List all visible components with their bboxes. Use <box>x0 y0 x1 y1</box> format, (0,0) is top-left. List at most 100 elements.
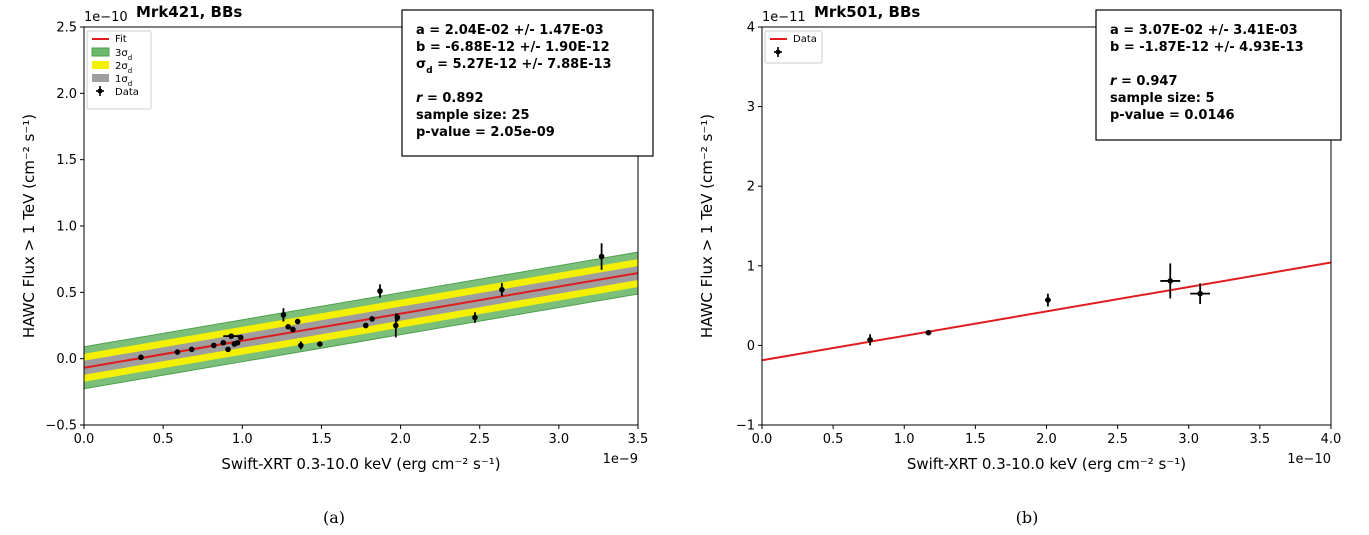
point-marker <box>377 288 383 294</box>
point-marker <box>234 339 241 346</box>
x-axis-label: Swift-XRT 0.3-10.0 keV (erg cm⁻² s⁻¹) <box>221 455 500 473</box>
data-point <box>394 313 401 322</box>
point-marker <box>1045 297 1051 303</box>
point-marker <box>499 286 505 293</box>
y-tick-label: 3 <box>747 100 755 115</box>
point-marker <box>220 339 227 346</box>
x-tick-label: 2.5 <box>1107 432 1128 447</box>
point-marker <box>225 346 231 353</box>
x-tick-label: 4.0 <box>1321 432 1342 447</box>
point-marker <box>188 346 195 353</box>
data-point <box>280 308 287 322</box>
fit-line <box>84 272 638 369</box>
point-marker <box>1167 278 1174 284</box>
point-marker <box>290 326 296 333</box>
stats-line: b = -6.88E-12 +/- 1.90E-12 <box>416 40 610 55</box>
data-point <box>237 334 244 341</box>
y-tick-label: 0.5 <box>56 286 77 301</box>
stats-line: sample size: 5 <box>1110 91 1215 106</box>
chart-title: Mrk501, BBs <box>814 3 920 21</box>
stats-line: sample size: 25 <box>416 108 530 123</box>
x-tick-label: 1.5 <box>311 432 332 447</box>
point-marker <box>298 342 304 349</box>
figure-caption: (a) <box>323 508 345 527</box>
legend-band-swatch <box>92 61 109 69</box>
y-axis-label: HAWC Flux > 1 TeV (cm⁻² s⁻¹) <box>20 114 38 338</box>
legend-band-label: 3σd <box>115 48 132 62</box>
data-point <box>223 333 240 339</box>
x-tick-label: 1.0 <box>894 432 915 447</box>
legend-band-label: 2σd <box>115 61 132 75</box>
stats-line: a = 2.04E-02 +/- 1.47E-03 <box>416 23 604 38</box>
point-marker <box>362 322 369 329</box>
stats-line: a = 3.07E-02 +/- 3.41E-03 <box>1110 23 1298 38</box>
fit-line <box>762 261 1331 362</box>
stats-box <box>401 9 654 157</box>
point-marker <box>598 253 605 260</box>
point-marker <box>174 349 181 355</box>
point-marker <box>138 354 144 361</box>
data-point <box>220 339 227 346</box>
legend-band-label: 1σd <box>115 74 132 88</box>
point-marker <box>369 316 375 322</box>
data-point <box>1045 293 1051 307</box>
legend-band-swatch <box>91 47 110 57</box>
point-marker <box>867 337 873 343</box>
y-tick-label: 1 <box>747 259 755 274</box>
data-point <box>598 243 605 270</box>
data-point <box>210 342 217 349</box>
y-scale-label: 1e−11 <box>762 10 806 25</box>
y-tick-label: −1 <box>736 419 755 434</box>
data-point <box>925 329 932 336</box>
y-tick-label: 2.0 <box>56 87 77 102</box>
y-scale-label: 1e−10 <box>84 10 128 25</box>
point-marker <box>925 329 932 336</box>
point-marker <box>228 333 235 339</box>
data-point <box>472 312 478 323</box>
y-tick-label: 2 <box>747 180 755 195</box>
stats-box <box>1095 9 1342 141</box>
stats-line: b = -1.87E-12 +/- 4.93E-13 <box>1110 40 1304 55</box>
data-point <box>234 339 241 346</box>
data-point <box>1190 283 1211 305</box>
x-tick-label: 3.0 <box>1178 432 1199 447</box>
y-tick-label: −0.5 <box>45 419 77 434</box>
y-axis-label: HAWC Flux > 1 TeV (cm⁻² s⁻¹) <box>698 114 716 338</box>
data-point <box>362 322 369 329</box>
data-point <box>138 354 144 361</box>
data-point <box>1160 263 1181 299</box>
point-marker <box>394 314 401 321</box>
x-tick-label: 3.5 <box>628 432 649 447</box>
point-marker <box>210 342 217 349</box>
x-tick-label: 2.5 <box>469 432 490 447</box>
x-tick-label: 1.0 <box>232 432 253 447</box>
point-marker <box>237 334 244 341</box>
point-marker <box>472 314 478 321</box>
point-marker <box>1197 290 1203 297</box>
legend-data-swatch-dot <box>97 88 103 94</box>
x-tick-label: 0.0 <box>74 432 95 447</box>
data-point <box>225 346 231 353</box>
stats-line: p-value = 2.05e-09 <box>416 125 555 140</box>
x-tick-label: 2.0 <box>1036 432 1057 447</box>
stats-line: r = 0.947 <box>1110 74 1178 89</box>
legend-data-swatch-dot <box>775 49 781 55</box>
figure-caption: (b) <box>1016 508 1039 527</box>
chart-2: 0.0 0.5 1.0 1.5 2.0 2.5 3.0 3.5 4.0 −1 0 1 2 3 4 1e−11 1… <box>698 3 1342 527</box>
x-tick-label: 1.5 <box>965 432 986 447</box>
y-tick-label: 2.5 <box>56 21 77 36</box>
point-marker <box>285 324 291 330</box>
x-scale-label: 1e−9 <box>603 452 638 467</box>
data-point <box>285 324 291 330</box>
data-point <box>294 318 301 325</box>
x-tick-label: 0.5 <box>153 432 174 447</box>
legend-fit-label: Data <box>793 34 817 45</box>
y-tick-label: 4 <box>747 21 755 36</box>
chart-title: Mrk421, BBs <box>136 3 242 21</box>
x-tick-label: 3.5 <box>1250 432 1271 447</box>
plot-area <box>762 261 1331 362</box>
data-point <box>290 326 296 333</box>
plot-area <box>84 243 638 390</box>
data-point <box>174 349 181 355</box>
